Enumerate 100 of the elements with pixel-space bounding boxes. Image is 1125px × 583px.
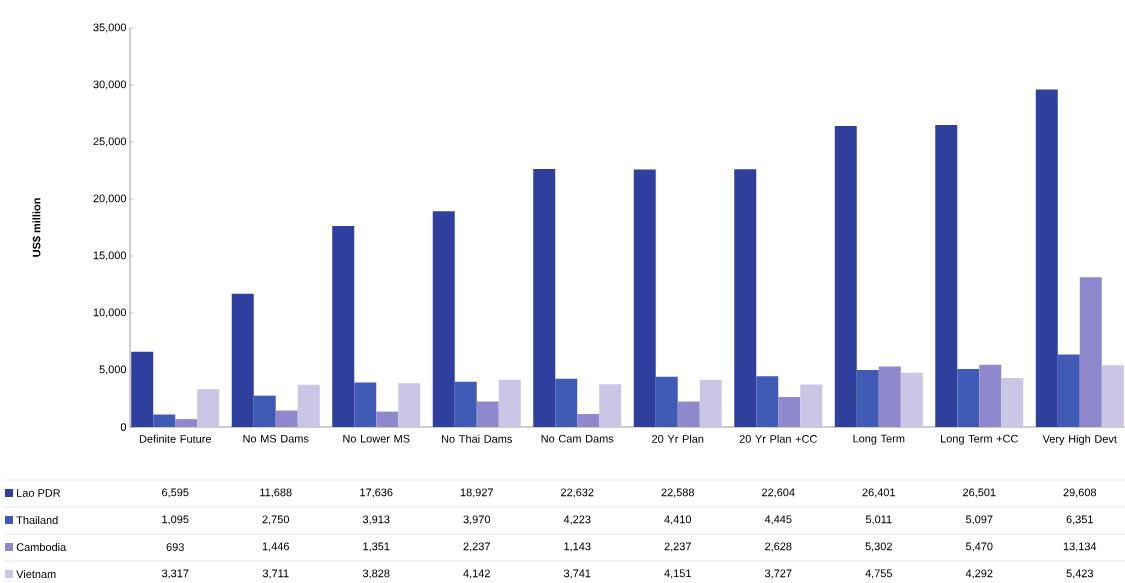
- bar: [253, 395, 276, 427]
- data-label: 5,097: [965, 515, 993, 525]
- data-label: 17,636: [360, 488, 393, 498]
- bar: [398, 383, 421, 427]
- data-label: 4,445: [764, 515, 792, 525]
- bar: [900, 372, 923, 427]
- data-label: 5,011: [865, 515, 892, 525]
- bar: [1101, 365, 1124, 427]
- bar: [376, 411, 399, 427]
- x-tick-label: No Cam Dams: [541, 434, 614, 443]
- legend-label: Thailand: [16, 515, 58, 525]
- x-tick-label: Long Term +CC: [941, 434, 1018, 445]
- data-label: 3,711: [262, 569, 289, 579]
- data-label: 11,688: [260, 488, 292, 498]
- data-label: 6,595: [162, 488, 189, 498]
- bar: [131, 351, 154, 427]
- bar: [454, 381, 477, 427]
- data-label: 5,470: [965, 542, 993, 552]
- data-label: 4,292: [965, 569, 993, 579]
- bar: [599, 384, 622, 427]
- x-tick-label: Long Term: [853, 434, 905, 445]
- y-tick-label: 15,000: [93, 251, 127, 261]
- x-tick-label: 20 Yr Plan +CC: [739, 434, 817, 443]
- data-label: 22,632: [561, 488, 594, 498]
- bar: [555, 378, 578, 427]
- bar: [677, 401, 700, 427]
- bar: [175, 419, 198, 427]
- bar: [1001, 378, 1024, 427]
- bar: [533, 169, 556, 427]
- bar: [800, 384, 823, 427]
- bar: [979, 364, 1002, 427]
- data-label: 1,095: [162, 515, 189, 525]
- data-label: 13,134: [1063, 542, 1097, 552]
- data-label: 26,401: [862, 488, 895, 498]
- bar: [935, 124, 958, 427]
- data-label: 29,608: [1063, 488, 1097, 498]
- data-label: 4,410: [664, 515, 692, 525]
- bar: [756, 376, 779, 427]
- y-tick-label: 20,000: [93, 194, 127, 204]
- data-label: 22,604: [762, 488, 795, 498]
- bar: [197, 389, 220, 427]
- data-label: 3,828: [362, 569, 390, 579]
- data-label: 4,755: [865, 569, 892, 579]
- bar: [834, 126, 857, 427]
- data-label: 1,143: [564, 542, 591, 552]
- y-tick-label: 0: [120, 423, 127, 431]
- bar: [957, 368, 980, 427]
- data-label: 4,142: [463, 569, 490, 579]
- bar: [275, 410, 298, 427]
- bar: [856, 369, 879, 427]
- data-label: 26,501: [963, 488, 996, 498]
- x-tick-label: 20 Yr Plan: [652, 434, 704, 443]
- legend-label: Lao PDR: [17, 489, 61, 497]
- bar: [297, 384, 320, 427]
- data-label: 3,727: [764, 569, 792, 579]
- data-label: 6,351: [1066, 515, 1093, 525]
- x-tick-label: No MS Dams: [243, 434, 309, 443]
- x-tick-label: Very High Devt: [1042, 434, 1117, 445]
- data-label: 4,223: [563, 515, 591, 525]
- x-tick-label: No Lower MS: [343, 434, 410, 443]
- bar: [332, 225, 355, 427]
- data-label: 3,741: [563, 569, 591, 579]
- data-label: 1,446: [262, 542, 289, 552]
- data-label: 22,588: [661, 488, 695, 498]
- y-tick-label: 5,000: [99, 365, 127, 375]
- data-label: 2,237: [664, 542, 691, 552]
- data-label: 693: [166, 543, 184, 551]
- y-tick-label: 30,000: [93, 80, 127, 90]
- bar: [699, 379, 722, 427]
- data-label: 5,302: [865, 542, 892, 552]
- legend-label: Vietnam: [16, 569, 56, 579]
- data-label: 5,423: [1066, 569, 1093, 579]
- bar: [1079, 277, 1102, 427]
- data-label: 3,913: [362, 515, 390, 525]
- bar: [153, 414, 176, 427]
- data-label: 3,317: [161, 569, 189, 579]
- bar: [577, 413, 600, 427]
- bar: [498, 379, 521, 427]
- data-label: 2,628: [765, 542, 792, 552]
- y-tick-label: 10,000: [93, 308, 127, 318]
- bar: [1057, 354, 1080, 427]
- bar: [778, 397, 801, 427]
- legend-label: Cambodia: [16, 542, 67, 552]
- bar: [432, 211, 455, 427]
- bar: [734, 169, 757, 427]
- y-tick-label: 35,000: [93, 23, 127, 33]
- data-label: 3,970: [463, 515, 491, 525]
- data-label: 2,750: [262, 515, 290, 525]
- bar: [354, 382, 377, 427]
- x-tick-label: No Thai Dams: [442, 434, 512, 443]
- y-tick-label: 25,000: [93, 137, 127, 147]
- bar: [1035, 89, 1058, 427]
- data-label: 1,351: [363, 542, 390, 552]
- bar: [476, 401, 499, 427]
- bar: [878, 366, 901, 427]
- bar: [231, 293, 254, 427]
- data-label: 4,151: [664, 569, 691, 579]
- data-label: 18,927: [460, 488, 493, 498]
- bar: [633, 169, 656, 427]
- data-label: 2,237: [463, 542, 490, 552]
